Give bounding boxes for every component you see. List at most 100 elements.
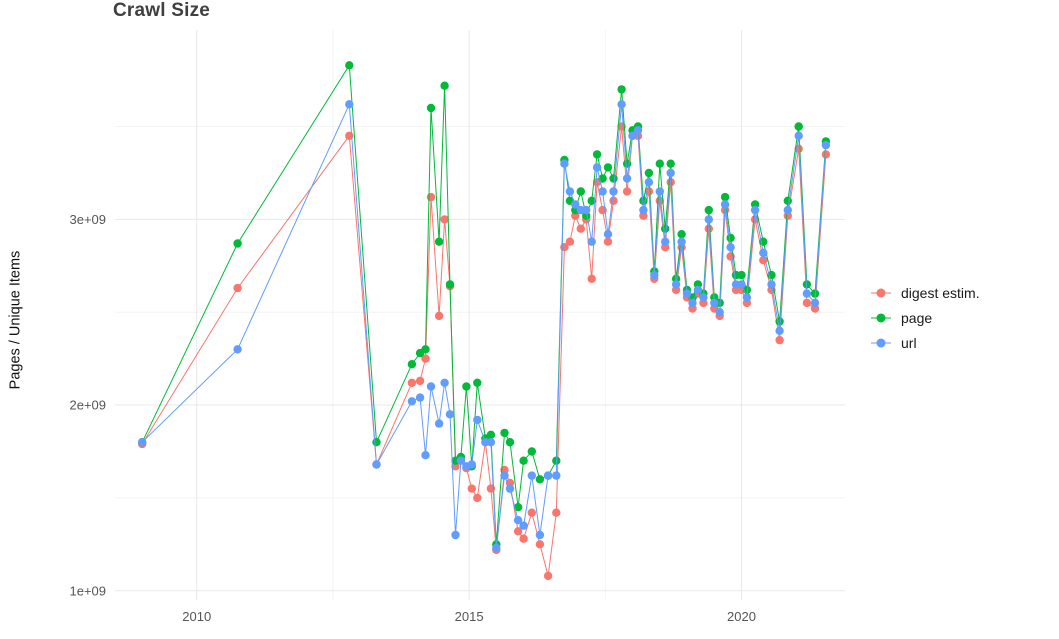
y-axis-tick-labels: 1e+09 2e+09 3e+09 [69, 212, 106, 598]
data-point [661, 237, 670, 246]
data-point [426, 103, 436, 113]
data-point [622, 174, 632, 183]
data-point [426, 382, 436, 391]
data-point [720, 200, 730, 209]
data-point [617, 85, 626, 94]
data-point [505, 438, 515, 447]
data-point [500, 428, 509, 438]
data-point [617, 100, 626, 109]
data-point [486, 430, 496, 439]
data-point [802, 298, 812, 308]
data-point [655, 187, 664, 196]
data-point [513, 516, 523, 525]
data-point [737, 280, 746, 289]
data-point [587, 274, 596, 283]
data-point [677, 237, 686, 246]
data-point [775, 326, 784, 335]
data-point [233, 345, 242, 354]
data-point [560, 159, 569, 168]
y-tick-label: 3e+09 [69, 212, 106, 227]
data-point [445, 410, 455, 419]
data-point [527, 508, 536, 517]
data-point [704, 205, 713, 215]
data-point [603, 230, 613, 239]
data-point [565, 237, 575, 246]
data-point [434, 311, 444, 321]
data-point [592, 163, 602, 172]
data-point [440, 378, 449, 387]
data-point [742, 293, 752, 302]
data-point [519, 534, 528, 543]
data-point [407, 360, 417, 369]
data-point [582, 205, 591, 215]
data-point [500, 471, 509, 480]
data-point [644, 168, 654, 178]
data-point [666, 168, 675, 178]
data-point [513, 503, 523, 512]
series-url [138, 100, 831, 553]
data-point [759, 248, 768, 257]
data-point [571, 200, 580, 209]
legend-item-url: url [868, 334, 980, 352]
data-point [473, 378, 482, 387]
data-point [519, 456, 528, 465]
data-point [661, 224, 670, 233]
data-point [688, 298, 697, 308]
x-axis-tick-labels: 2010 2015 2020 [182, 609, 756, 624]
data-point [794, 122, 803, 131]
data-point [726, 243, 735, 252]
data-point [609, 187, 618, 196]
data-point [535, 530, 545, 540]
data-point [633, 126, 643, 135]
data-point [737, 270, 746, 280]
data-point [587, 237, 596, 246]
data-point [628, 131, 637, 140]
data-point [233, 283, 242, 293]
data-point [345, 61, 354, 70]
data-point [639, 205, 648, 215]
data-point [671, 280, 681, 289]
data-point [421, 451, 430, 460]
data-point [543, 571, 553, 581]
data-point [513, 527, 523, 536]
data-point [810, 298, 820, 308]
y-tick-label: 1e+09 [69, 583, 106, 598]
data-point [693, 285, 703, 295]
data-point [473, 415, 482, 425]
data-point [451, 530, 460, 540]
legend-label-digest-estim: digest estim. [901, 285, 980, 301]
legend-marker-url-icon [871, 338, 891, 348]
data-point [821, 150, 831, 159]
data-point [587, 196, 596, 205]
data-point [565, 187, 575, 196]
legend-item-digest-estim: digest estim. [868, 284, 980, 302]
legend-marker-page-icon [871, 313, 891, 323]
data-point [603, 237, 613, 246]
data-point [609, 174, 618, 183]
data-point [576, 224, 585, 233]
data-point [810, 289, 820, 298]
data-point [527, 471, 536, 480]
data-point [535, 540, 545, 549]
legend-item-page: page [868, 309, 980, 327]
data-point [622, 159, 632, 168]
data-point [552, 471, 561, 480]
series-digest-estim [138, 122, 831, 581]
data-point [415, 393, 425, 402]
data-point [767, 280, 776, 289]
x-tick-label: 2015 [455, 609, 484, 624]
data-point [576, 187, 585, 196]
data-point [486, 438, 496, 447]
data-point [677, 230, 686, 239]
data-point [407, 378, 417, 387]
major-gridlines [115, 30, 845, 600]
legend: digest estim. page url [868, 284, 980, 352]
chart-title: Crawl Size [113, 0, 211, 21]
legend-label-page: page [901, 310, 933, 326]
data-point [467, 460, 476, 469]
data-point [650, 270, 659, 280]
x-tick-label: 2010 [182, 609, 211, 624]
y-tick-label: 2e+09 [69, 398, 106, 413]
data-point [372, 460, 381, 469]
